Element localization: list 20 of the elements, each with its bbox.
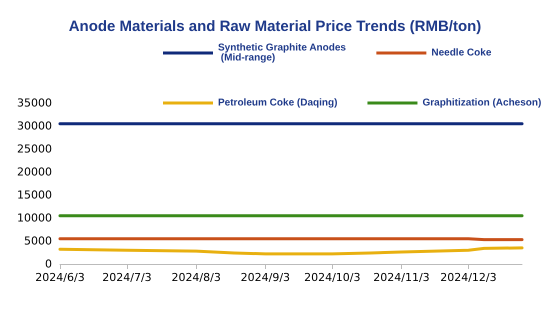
y-tick-label: 5000 — [24, 234, 52, 248]
legend-label: Graphitization (Acheson) — [422, 98, 542, 108]
y-tick-label: 15000 — [17, 188, 52, 202]
x-tick-label: 2024/11/3 — [373, 271, 430, 284]
legend-label: Synthetic Graphite Anodes (Mid-range) — [218, 42, 346, 64]
x-tick-label: 2024/10/3 — [304, 271, 360, 284]
chart-title: Anode Materials and Raw Material Price Trends (RMB/ton) — [68, 18, 482, 35]
y-tick-label: 10000 — [17, 212, 52, 224]
y-tick-label: 20000 — [17, 166, 52, 178]
x-tick-label: 2024/12/3 — [440, 271, 497, 284]
y-tick-label: 25000 — [17, 142, 52, 156]
x-tick-label: 2024/7/3 — [102, 271, 152, 284]
x-tick-label: 2024/9/3 — [240, 271, 290, 284]
x-tick-label: 2024/8/3 — [171, 271, 221, 284]
y-tick-label: 0 — [45, 258, 52, 270]
legend-label: Needle Coke — [431, 48, 492, 58]
y-tick-label: 30000 — [17, 120, 52, 132]
y-tick-label: 35000 — [17, 96, 52, 110]
legend-label: Petroleum Coke (Daqing) — [218, 98, 338, 108]
x-tick-label: 2024/6/3 — [35, 271, 85, 284]
